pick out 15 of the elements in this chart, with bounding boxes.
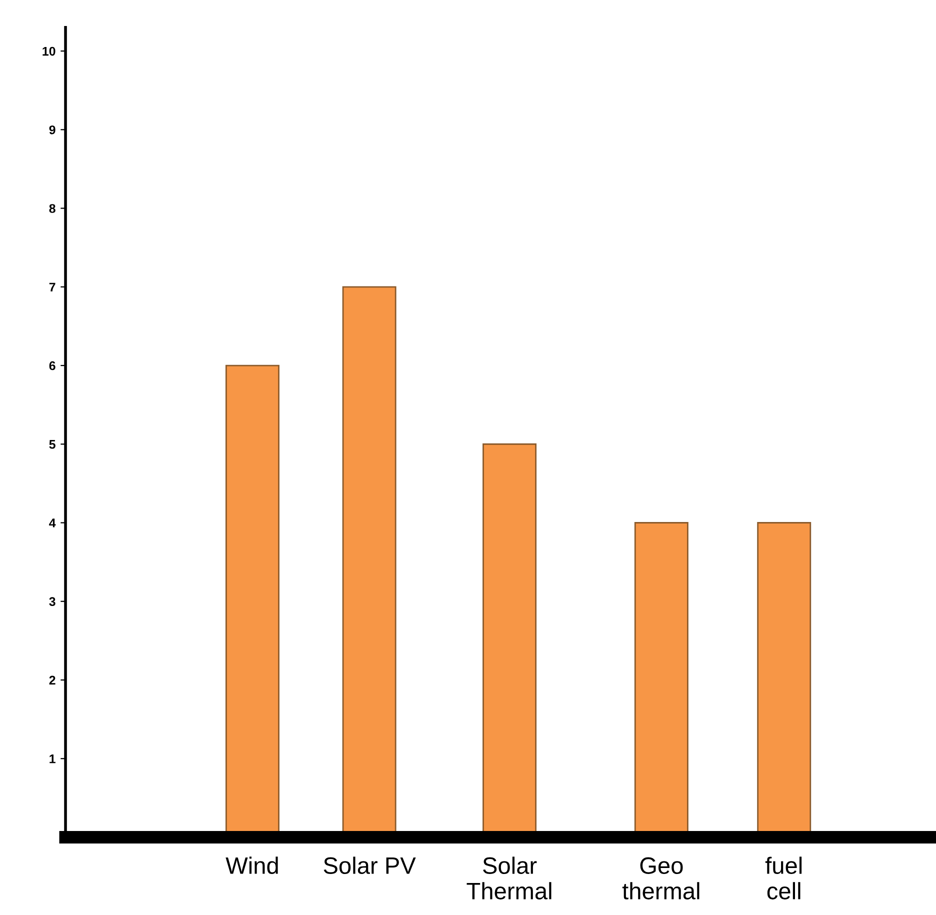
y-tick-label: 2	[49, 676, 56, 685]
y-tick-label: 4	[49, 518, 56, 528]
y-tick-label: 8	[49, 204, 56, 213]
y-tick-label: 9	[49, 125, 56, 134]
y-tick-label: 1	[50, 754, 56, 764]
x-tick-label: Solar Thermal	[466, 856, 552, 900]
y-tick-label: 6	[49, 361, 56, 370]
y-tick-label: 7	[49, 282, 56, 292]
x-tick-label: Wind	[226, 856, 278, 874]
y-tick-label: 10	[42, 46, 56, 56]
y-tick-label: 3	[49, 597, 56, 606]
x-tick-label: Geo thermal	[622, 857, 700, 900]
x-tick-label: Solar PV	[324, 856, 416, 874]
y-tick-label: 5	[49, 440, 56, 449]
x-tick-label: fuel cell	[765, 856, 802, 900]
